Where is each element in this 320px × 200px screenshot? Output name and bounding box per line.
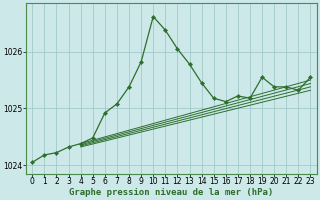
X-axis label: Graphe pression niveau de la mer (hPa): Graphe pression niveau de la mer (hPa)	[69, 188, 274, 197]
